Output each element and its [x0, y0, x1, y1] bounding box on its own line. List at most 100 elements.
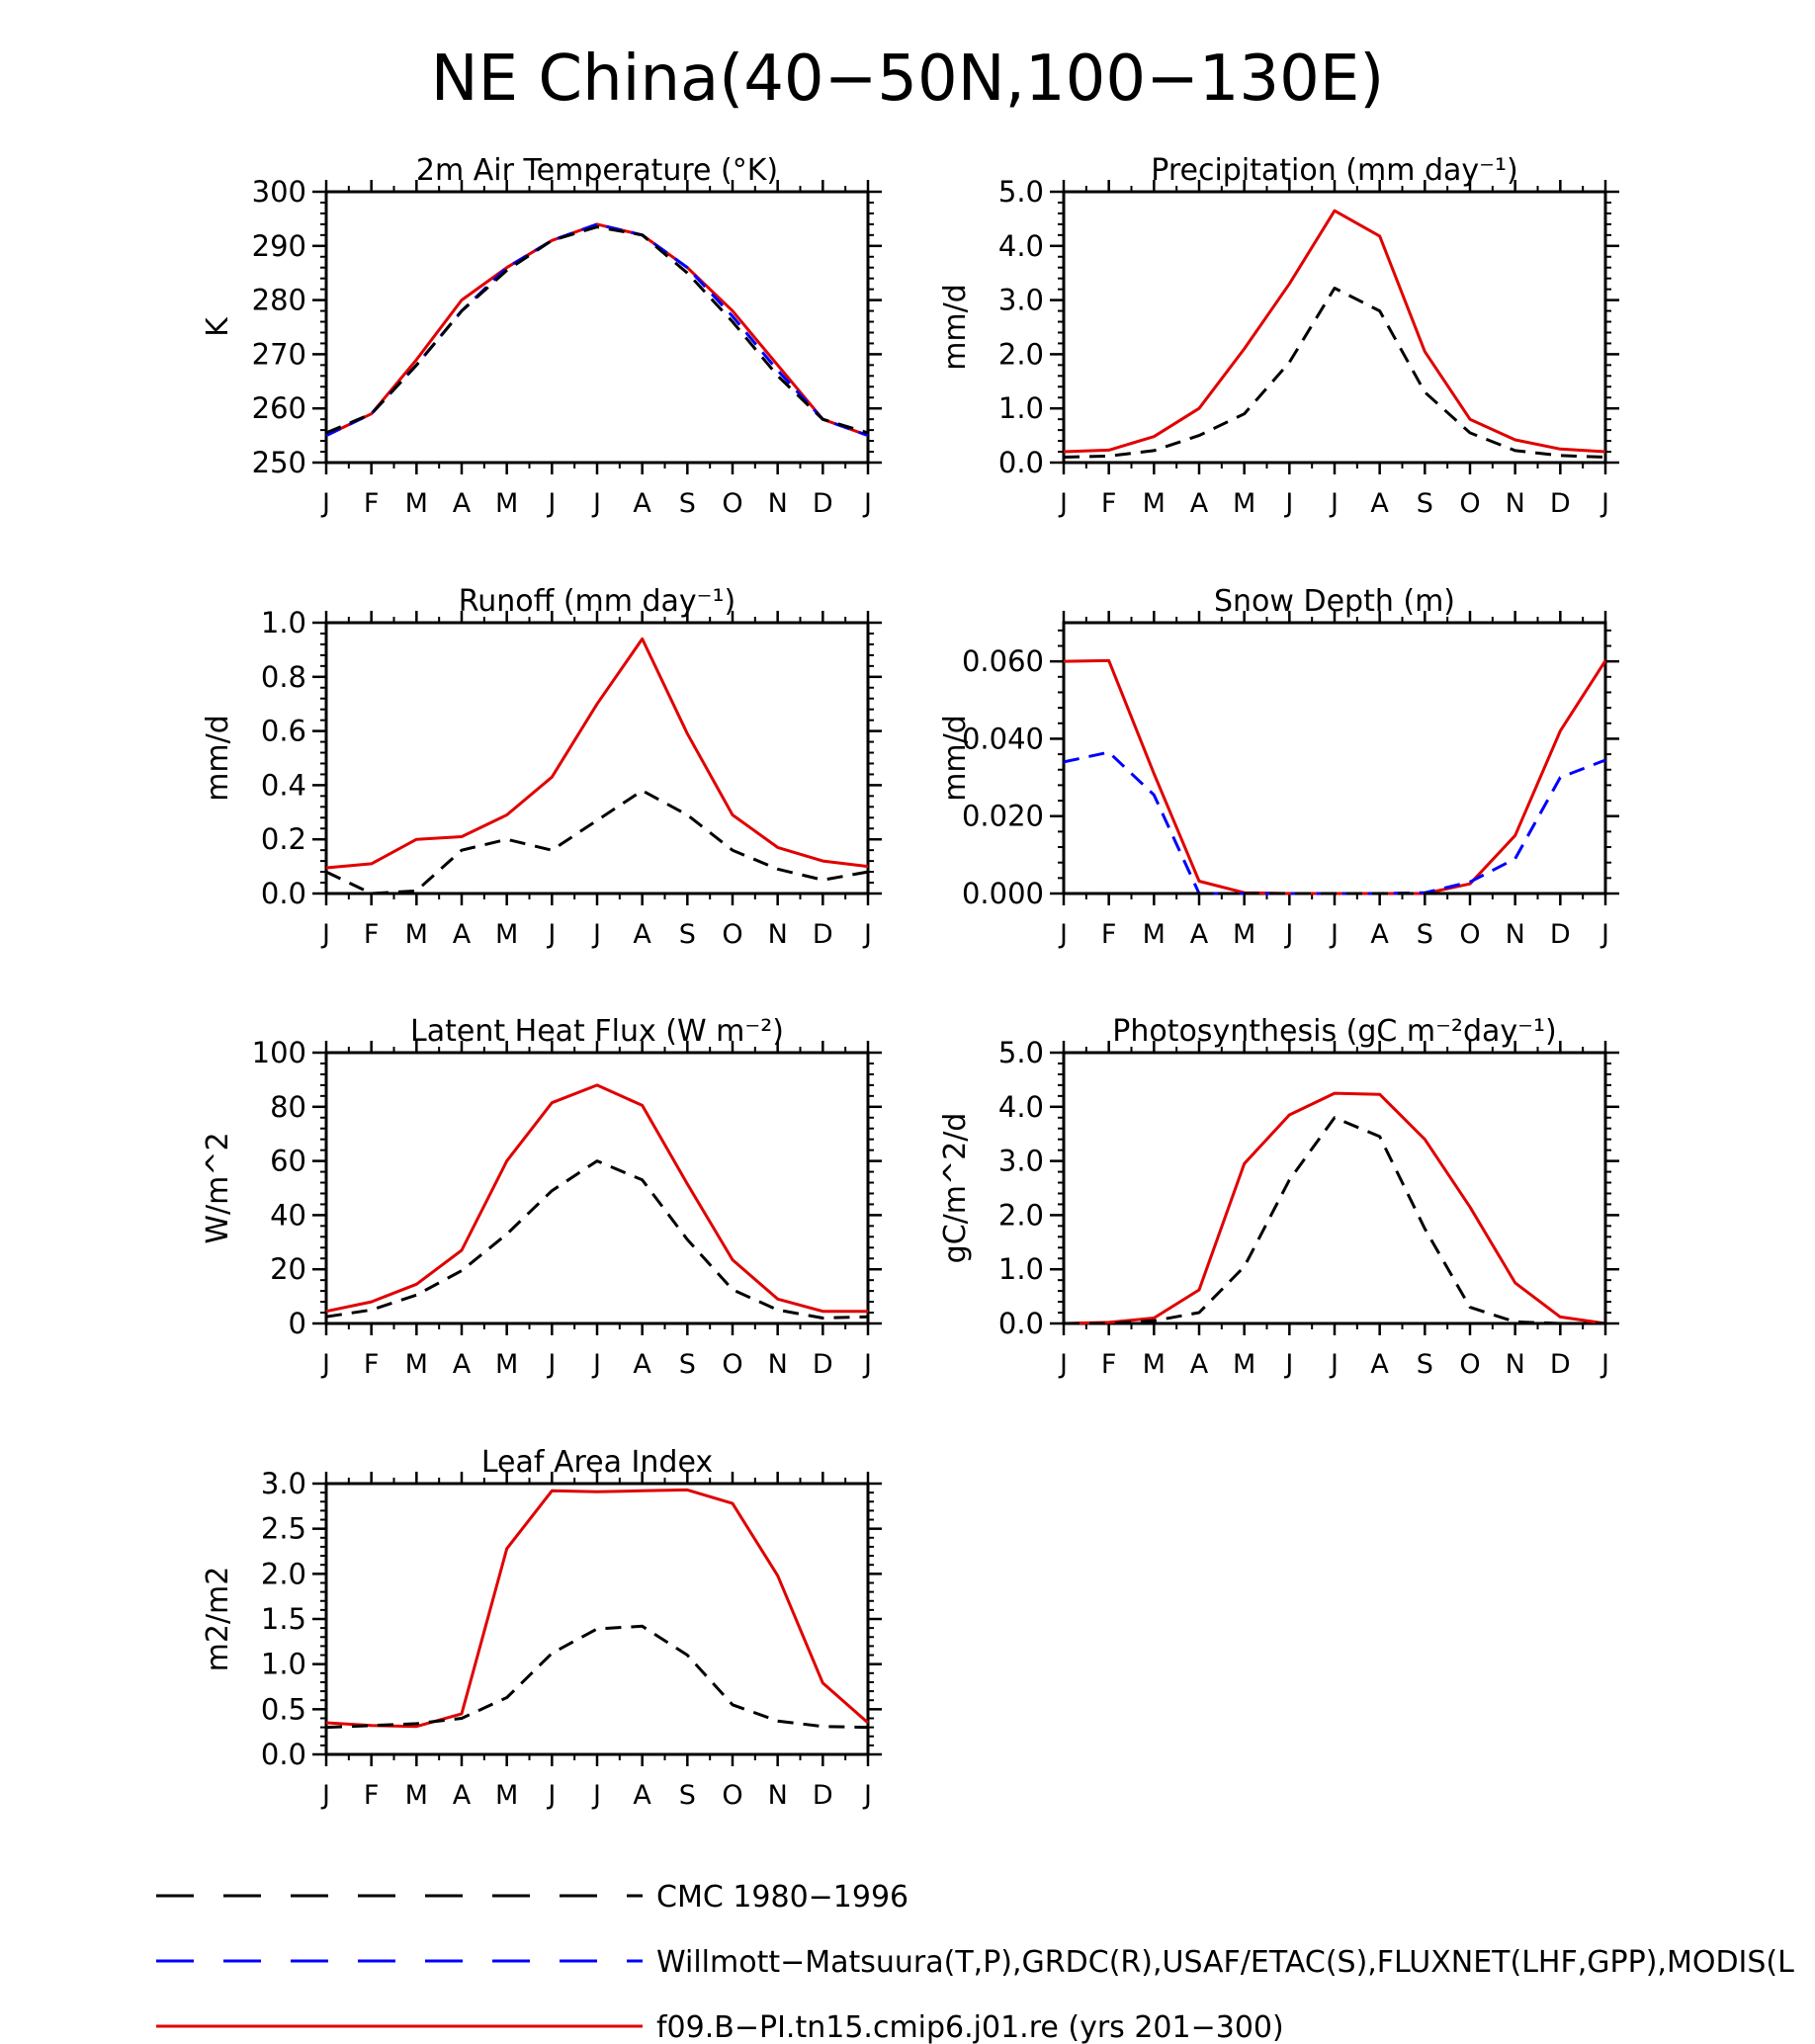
x-tick-label: D — [813, 919, 833, 950]
x-tick-label: A — [1370, 1349, 1389, 1380]
x-tick-label: J — [591, 919, 601, 950]
x-tick-label: J — [1058, 488, 1068, 519]
x-tick-label: J — [546, 919, 556, 950]
y-tick-label: 3.0 — [261, 1467, 306, 1500]
x-tick-label: S — [1417, 488, 1433, 519]
x-tick-label: M — [495, 1780, 518, 1811]
y-tick-label: 0.040 — [962, 722, 1044, 755]
x-tick-label: N — [768, 1780, 788, 1811]
series-line-model — [1063, 209, 1606, 454]
series-line-cmc — [325, 225, 869, 435]
x-tick-label: A — [1370, 919, 1389, 950]
y-tick-label: 2.5 — [261, 1512, 306, 1546]
x-tick-label: F — [364, 1780, 380, 1811]
y-tick-label: 1.0 — [998, 1252, 1044, 1286]
x-tick-label: F — [1101, 1349, 1117, 1380]
x-tick-label: O — [1459, 1349, 1480, 1380]
x-tick-label: M — [495, 1349, 518, 1380]
y-tick-label: 0 — [289, 1307, 306, 1340]
y-tick-label: 270 — [252, 337, 306, 371]
y-axis-label: mm/d — [201, 715, 235, 802]
x-tick-label: J — [1283, 919, 1293, 950]
series-line-model — [325, 637, 869, 870]
x-tick-label: O — [722, 1780, 742, 1811]
x-tick-label: M — [1143, 919, 1166, 950]
x-tick-label: D — [813, 488, 833, 519]
x-tick-label: J — [546, 488, 556, 519]
y-tick-label: 290 — [252, 229, 306, 263]
x-tick-label: M — [405, 1349, 428, 1380]
series-line-cmc — [325, 1159, 869, 1320]
plot-frame — [1062, 190, 1607, 465]
x-tick-label: J — [1283, 1349, 1293, 1380]
x-tick-label: A — [1190, 919, 1209, 950]
x-tick-label: N — [1506, 919, 1525, 950]
series-line-model — [325, 1488, 869, 1729]
y-tick-label: 2.0 — [998, 1198, 1044, 1232]
x-tick-label: M — [495, 488, 518, 519]
y-axis-label: m2/m2 — [201, 1567, 235, 1672]
plot-frame — [324, 621, 870, 895]
x-tick-label: J — [546, 1349, 556, 1380]
x-tick-label: J — [320, 1349, 330, 1380]
series-line-cmc — [1063, 287, 1606, 459]
legend-label-obs: Willmott−Matsuura(T,P),GRDC(R),USAF/ETAC… — [656, 1945, 1794, 1980]
y-axis-label: gC/m^2/d — [938, 1113, 973, 1264]
x-tick-label: S — [679, 488, 696, 519]
x-tick-label: A — [633, 1780, 651, 1811]
y-tick-label: 4.0 — [998, 1090, 1044, 1124]
x-tick-label: N — [1506, 488, 1525, 519]
x-tick-label: S — [679, 1780, 696, 1811]
x-tick-label: N — [768, 1349, 788, 1380]
y-tick-label: 5.0 — [998, 1036, 1044, 1069]
x-tick-label: O — [722, 488, 742, 519]
chart-panel: Latent Heat Flux (W m⁻²)W/m^2J F M A M J J A S O N… — [201, 1014, 882, 1380]
x-tick-label: M — [1233, 1349, 1255, 1380]
x-tick-label: J — [320, 488, 330, 519]
x-tick-label: N — [768, 488, 788, 519]
y-tick-label: 0.0 — [261, 877, 306, 910]
y-axis-label: K — [201, 316, 235, 337]
y-tick-label: 1.0 — [261, 1648, 306, 1681]
x-tick-label: J — [1599, 919, 1609, 950]
x-tick-label: A — [633, 488, 651, 519]
y-tick-label: 80 — [270, 1090, 306, 1124]
y-tick-label: 40 — [270, 1198, 306, 1232]
x-tick-label: A — [453, 1780, 472, 1811]
x-tick-label: F — [1101, 919, 1117, 950]
x-tick-label: M — [1143, 488, 1166, 519]
y-tick-label: 300 — [252, 175, 306, 209]
x-tick-label: S — [679, 1349, 696, 1380]
x-tick-label: S — [679, 919, 696, 950]
y-tick-label: 2.0 — [998, 337, 1044, 371]
x-tick-label: M — [1233, 488, 1255, 519]
x-tick-label: M — [1143, 1349, 1166, 1380]
plot-frame — [324, 1051, 870, 1325]
x-tick-label: J — [320, 919, 330, 950]
plot-frame — [324, 190, 870, 465]
x-tick-label: J — [862, 1349, 872, 1380]
x-tick-label: O — [722, 919, 742, 950]
x-tick-label: J — [862, 1780, 872, 1811]
figure-title: NE China(40−50N,100−130E) — [431, 43, 1385, 116]
x-tick-label: D — [813, 1349, 833, 1380]
plot-frame — [324, 1482, 870, 1756]
y-tick-label: 0.0 — [998, 446, 1044, 479]
legend-label-model: f09.B−PI.tn15.cmip6.j01.re (yrs 201−300) — [656, 2010, 1284, 2044]
x-tick-label: J — [1599, 1349, 1609, 1380]
x-tick-label: J — [1329, 488, 1339, 519]
x-tick-label: O — [1459, 919, 1480, 950]
y-tick-label: 0.000 — [962, 877, 1044, 910]
x-tick-label: J — [1283, 488, 1293, 519]
x-tick-label: A — [1190, 488, 1209, 519]
x-tick-label: F — [364, 919, 380, 950]
x-tick-label: O — [1459, 488, 1480, 519]
y-tick-label: 0.0 — [261, 1738, 306, 1771]
chart-panel: Photosynthesis (gC m⁻²day⁻¹)gC/m^2/dJ F M A… — [938, 1014, 1619, 1380]
figure-legend: CMC 1980−1996 Willmott−Matsuura(T,P),GRDC… — [156, 1880, 1794, 2044]
y-tick-label: 0.4 — [261, 768, 306, 802]
series-line-model — [325, 1083, 868, 1314]
x-tick-label: M — [405, 488, 428, 519]
x-tick-label: J — [320, 1780, 330, 1811]
